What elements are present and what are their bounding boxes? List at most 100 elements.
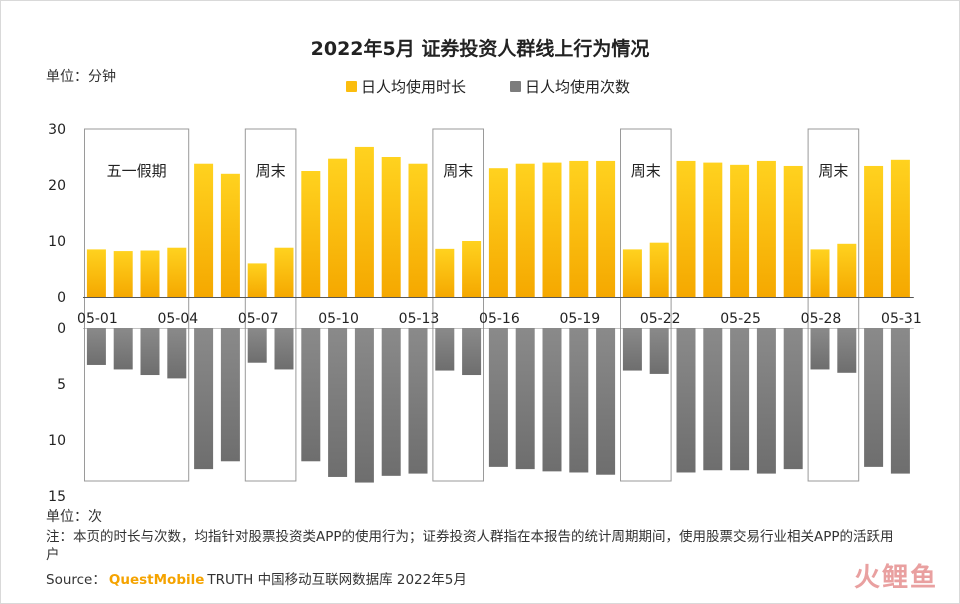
x-tick-label: 05-04 — [157, 311, 198, 327]
bottom-y-tick-label: 10 — [48, 433, 66, 449]
source-brand: QuestMobile — [108, 572, 205, 588]
source-line: Source： QuestMobile TRUTH 中国移动互联网数据库 202… — [46, 568, 467, 588]
bottom-y-tick-label: 15 — [48, 489, 66, 505]
duration-bar — [167, 247, 187, 297]
duration-bar — [408, 163, 428, 297]
duration-bar — [649, 242, 669, 297]
duration-bar — [247, 263, 267, 297]
duration-bar — [676, 160, 696, 297]
times-bar — [167, 328, 187, 379]
times-bar — [756, 328, 776, 474]
times-bar — [596, 328, 616, 475]
duration-bar — [837, 243, 857, 297]
bottom-y-tick-label: 5 — [57, 377, 66, 393]
duration-bar — [622, 249, 642, 297]
x-tick-label: 05-22 — [640, 311, 681, 327]
x-tick-label: 05-16 — [479, 311, 520, 327]
times-bar — [542, 328, 562, 472]
duration-bar — [435, 248, 455, 297]
legend-item-duration: 日人均使用时长 — [346, 76, 466, 97]
top-unit-label: 单位：分钟 — [46, 69, 116, 85]
period-box — [807, 128, 860, 482]
top-y-tick-label: 10 — [48, 234, 66, 250]
x-tick-label: 05-01 — [77, 311, 118, 327]
footnote: 注：本页的时长与次数，均指针对股票投资类APP的使用行为；证券投资人群指在本报告… — [46, 529, 894, 563]
times-bar — [220, 328, 240, 462]
times-bar — [113, 328, 133, 370]
duration-bar — [783, 165, 803, 297]
duration-bar — [113, 251, 133, 297]
times-bar — [381, 328, 401, 476]
period-box-label: 周末 — [256, 162, 286, 180]
times-bar — [730, 328, 750, 471]
x-tick-label: 05-07 — [238, 311, 279, 327]
duration-bar — [220, 173, 240, 297]
duration-bar — [274, 247, 294, 297]
duration-bar — [810, 249, 830, 297]
period-box-label: 五一假期 — [107, 162, 167, 180]
duration-bar — [140, 250, 160, 297]
legend-swatch-times — [510, 80, 522, 92]
duration-bar — [301, 171, 321, 297]
period-box — [244, 128, 297, 482]
times-bar — [703, 328, 723, 471]
x-tick-label: 05-31 — [881, 311, 922, 327]
times-bar — [622, 328, 642, 371]
period-box-label: 周末 — [818, 162, 848, 180]
times-bar — [435, 328, 455, 371]
x-tick-label: 05-19 — [559, 311, 600, 327]
times-bar — [864, 328, 884, 467]
duration-bar — [488, 168, 508, 297]
legend-label-duration: 日人均使用时长 — [361, 77, 467, 96]
duration-bar — [596, 160, 616, 297]
period-box-label: 周末 — [443, 162, 473, 180]
bottom-y-tick-label: 0 — [57, 321, 66, 337]
duration-bar — [756, 160, 776, 297]
times-bar — [354, 328, 374, 483]
top-y-tick-label: 20 — [48, 178, 66, 194]
top-y-tick-label: 0 — [57, 290, 66, 306]
x-tick-label: 05-13 — [399, 311, 440, 327]
x-tick-label: 05-28 — [801, 311, 842, 327]
legend-swatch-duration — [346, 80, 357, 92]
times-bar — [247, 328, 267, 363]
duration-bar — [86, 249, 106, 297]
duration-bar — [703, 162, 723, 297]
x-tick-label: 05-10 — [318, 311, 359, 327]
times-bar — [890, 328, 910, 474]
duration-bar — [194, 163, 214, 297]
times-bar — [488, 328, 508, 467]
legend-label-times: 日人均使用次数 — [525, 77, 631, 96]
times-bar — [194, 328, 214, 470]
period-box — [620, 128, 672, 482]
times-bar — [86, 328, 106, 365]
watermark-logo: 火鲤鱼 — [853, 563, 938, 593]
top-y-tick-label: 30 — [48, 122, 66, 138]
chart-title: 2022年5月 证券投资人群线上行为情况 — [310, 38, 650, 60]
times-bar — [274, 328, 294, 370]
duration-bar — [381, 157, 401, 297]
duration-bar — [890, 159, 910, 297]
duration-bar — [542, 162, 562, 297]
duration-bar — [864, 165, 884, 297]
legend: 日人均使用时长 日人均使用次数 — [346, 76, 674, 96]
times-bar — [649, 328, 669, 374]
duration-bar — [515, 163, 535, 297]
period-box — [432, 128, 484, 482]
duration-bar — [328, 158, 348, 297]
period-box — [84, 128, 190, 482]
bottom-unit-label: 单位：次 — [46, 509, 102, 525]
times-bar — [408, 328, 428, 474]
times-bar — [783, 328, 803, 470]
source-prefix: Source： — [46, 572, 106, 588]
duration-bar — [354, 146, 374, 297]
times-bar — [140, 328, 160, 376]
times-bar — [515, 328, 535, 470]
times-bar — [462, 328, 482, 376]
times-bar — [569, 328, 589, 473]
x-tick-label: 05-25 — [720, 311, 761, 327]
times-bar — [837, 328, 857, 373]
source-rest: TRUTH 中国移动互联网数据库 2022年5月 — [207, 572, 467, 588]
times-bar — [676, 328, 696, 473]
